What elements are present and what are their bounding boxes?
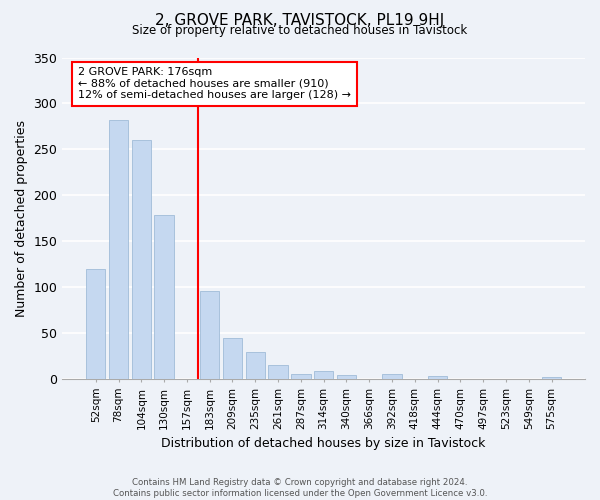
Text: Contains HM Land Registry data © Crown copyright and database right 2024.
Contai: Contains HM Land Registry data © Crown c… <box>113 478 487 498</box>
Bar <box>86 268 106 379</box>
Text: 2, GROVE PARK, TAVISTOCK, PL19 9HJ: 2, GROVE PARK, TAVISTOCK, PL19 9HJ <box>155 12 445 28</box>
Text: Size of property relative to detached houses in Tavistock: Size of property relative to detached ho… <box>133 24 467 37</box>
Bar <box>154 216 174 379</box>
Bar <box>268 365 288 379</box>
Bar <box>428 376 447 379</box>
Bar <box>131 140 151 379</box>
Bar <box>223 338 242 379</box>
Bar <box>382 374 402 379</box>
Y-axis label: Number of detached properties: Number of detached properties <box>15 120 28 316</box>
X-axis label: Distribution of detached houses by size in Tavistock: Distribution of detached houses by size … <box>161 437 486 450</box>
Bar <box>291 374 311 379</box>
Bar <box>245 352 265 379</box>
Bar <box>542 377 561 379</box>
Bar <box>314 370 334 379</box>
Bar <box>200 290 220 379</box>
Bar <box>109 120 128 379</box>
Bar <box>337 375 356 379</box>
Text: 2 GROVE PARK: 176sqm
← 88% of detached houses are smaller (910)
12% of semi-deta: 2 GROVE PARK: 176sqm ← 88% of detached h… <box>78 67 351 100</box>
